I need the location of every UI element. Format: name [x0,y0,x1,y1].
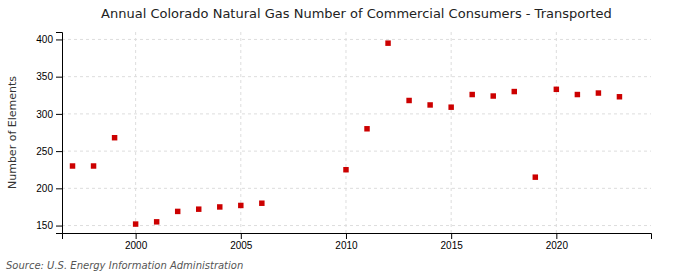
point [364,126,369,131]
point [617,94,622,99]
grid-line [62,76,651,77]
tick-label: 400 [36,34,53,45]
tick-mark [56,114,62,115]
tick: 2005 [230,233,253,251]
point [91,163,96,168]
tick-mark [346,233,347,239]
point [490,93,495,98]
tick-mark [56,77,62,78]
y-axis-title: Number of Elements [6,76,19,189]
grid-line [62,151,651,152]
grid-line [135,32,136,233]
tick-label: 2015 [441,240,464,251]
point [154,219,159,224]
point [448,104,453,109]
tick-mark [136,233,137,239]
tick: 2020 [546,233,569,251]
y-axis: 150 200 250 300 350 400 [36,33,62,234]
axis-line [56,33,63,234]
point [133,221,138,226]
tick-label: 300 [36,109,53,120]
point [70,163,75,168]
grid-line [62,225,651,226]
point [175,209,180,214]
tick-mark [56,39,62,40]
point [406,98,411,103]
grid-line [556,32,557,233]
source-note: Source: U.S. Energy Information Administ… [6,260,243,271]
x-axis: 2000 2005 2010 2015 2020 [63,233,652,251]
grid-line [62,113,651,114]
tick-label: 2000 [125,240,148,251]
tick-mark [556,233,557,239]
point [385,40,390,45]
point [217,204,222,209]
tick-label: 150 [36,220,53,231]
grid-line [451,32,452,233]
grid-line [62,188,651,189]
axis-line [63,234,652,240]
grid-line [62,39,651,40]
tick: 350 [36,71,62,82]
point [343,167,348,172]
point [596,90,601,95]
point [512,89,517,94]
point [112,135,117,140]
chart: 2000 2005 2010 2015 2020 150 200 250 300 350 400 An… [0,0,675,275]
tick-mark [56,188,62,189]
point [427,102,432,107]
point [554,87,559,92]
points [70,40,622,226]
tick: 2010 [335,233,358,251]
tick: 2000 [125,233,148,251]
tick-label: 250 [36,146,53,157]
tick: 2015 [441,233,464,251]
tick-label: 2010 [335,240,358,251]
point [469,92,474,97]
tick: 250 [36,146,62,157]
tick: 150 [36,220,62,231]
tick-mark [451,233,452,239]
grid [62,32,651,233]
tick-label: 2020 [546,240,569,251]
point [259,200,264,205]
tick-label: 2005 [230,240,253,251]
tick-label: 350 [36,71,53,82]
grid-line [345,32,346,233]
tick-mark [56,151,62,152]
tick-label: 200 [36,183,53,194]
point [196,206,201,211]
tick-mark [56,226,62,227]
plot: 2000 2005 2010 2015 2020 150 200 250 300 350 400 [36,32,651,251]
tick: 300 [36,109,62,120]
title: Annual Colorado Natural Gas Number of Co… [101,6,612,21]
tick: 200 [36,183,62,194]
point [575,92,580,97]
tick: 400 [36,34,62,45]
point [238,203,243,208]
tick-mark [241,233,242,239]
point [533,174,538,179]
